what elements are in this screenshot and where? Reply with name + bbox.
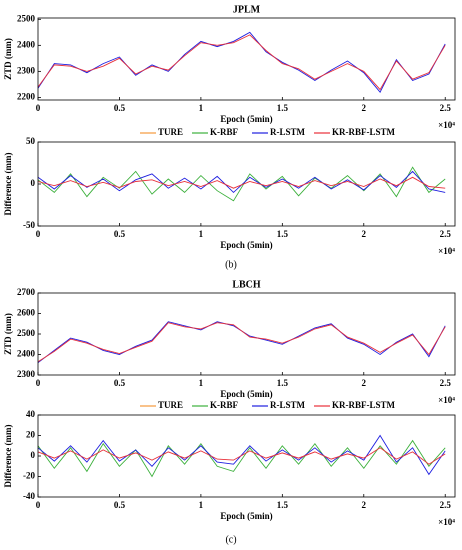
y-tick-label: 2500 xyxy=(17,328,36,338)
y-axis-label: ZTD (mm) xyxy=(3,38,13,80)
x-tick-label: 1 xyxy=(199,229,204,239)
x-tick-label: 1.5 xyxy=(277,378,289,388)
x-tick-label: 0.5 xyxy=(114,229,126,239)
x-tick-label: 0.5 xyxy=(114,500,126,510)
x-tick-label: 1.5 xyxy=(277,229,289,239)
x-tick-label: 2 xyxy=(362,103,367,113)
y-tick-label: 40 xyxy=(26,409,36,419)
y-tick-label: -50 xyxy=(23,220,35,230)
y-axis-label: ZTD (mm) xyxy=(3,313,13,355)
series-line xyxy=(37,447,446,465)
x-tick-label: 2 xyxy=(362,378,367,388)
series-line xyxy=(37,322,446,363)
x-tick-label: 0 xyxy=(36,103,41,113)
x-multiplier: ×10⁴ xyxy=(438,395,455,405)
x-tick-label: 2 xyxy=(362,500,367,510)
y-tick-label: 2400 xyxy=(17,349,36,359)
y-tick-label: 2600 xyxy=(17,308,36,318)
x-axis-label: Epoch (5min) xyxy=(220,240,272,250)
legend-label: TURE xyxy=(158,400,183,410)
chart-title: JPLM xyxy=(233,4,261,15)
axes-frame xyxy=(37,17,456,101)
x-tick-label: 2 xyxy=(362,229,367,239)
x-tick-label: 1.5 xyxy=(277,103,289,113)
y-tick-label: 2700 xyxy=(17,287,36,297)
x-tick-label: 1.5 xyxy=(277,500,289,510)
series-line xyxy=(37,34,446,91)
y-tick-label: 0 xyxy=(31,178,36,188)
x-multiplier: ×10⁴ xyxy=(438,120,455,130)
x-tick-label: 2.5 xyxy=(440,103,452,113)
caption: (b) xyxy=(225,259,237,270)
y-tick-label: 0 xyxy=(31,450,36,460)
y-tick-label: -20 xyxy=(23,471,35,481)
legend-label: KR-RBF-LSTM xyxy=(332,127,396,137)
x-tick-label: 0.5 xyxy=(114,378,126,388)
legend-label: K-RBF xyxy=(210,127,239,137)
y-tick-label: 2500 xyxy=(17,13,36,23)
legend-label: R-LSTM xyxy=(270,127,306,137)
x-tick-label: 2.5 xyxy=(440,378,452,388)
legend-label: TURE xyxy=(158,127,183,137)
x-axis-label: Epoch (5min) xyxy=(220,511,272,521)
series-line xyxy=(37,31,446,94)
series-line xyxy=(37,176,446,189)
x-tick-label: 0 xyxy=(36,378,41,388)
caption: (c) xyxy=(225,534,236,545)
x-tick-label: 2.5 xyxy=(440,500,452,510)
x-tick-label: 2.5 xyxy=(440,229,452,239)
legend-label: R-LSTM xyxy=(270,400,306,410)
x-tick-label: 0 xyxy=(36,500,41,510)
y-tick-label: 2200 xyxy=(17,91,36,101)
y-tick-label: 50 xyxy=(26,136,36,146)
y-tick-label: 2400 xyxy=(17,39,36,49)
chart-title: LBCH xyxy=(232,279,261,290)
x-tick-label: 1 xyxy=(199,378,204,388)
plot-area xyxy=(38,415,455,497)
x-multiplier: ×10⁴ xyxy=(438,517,455,527)
legend-label: KR-RBF-LSTM xyxy=(332,400,396,410)
legend-label: K-RBF xyxy=(210,400,239,410)
x-tick-label: 1 xyxy=(199,500,204,510)
x-axis-label: Epoch (5min) xyxy=(220,114,272,124)
x-axis-label: Epoch (5min) xyxy=(220,389,272,399)
y-axis-label: Difference (mm) xyxy=(3,152,13,215)
series-line xyxy=(37,166,446,202)
y-tick-label: 2300 xyxy=(17,65,36,75)
x-tick-label: 0.5 xyxy=(114,103,126,113)
x-multiplier: ×10⁴ xyxy=(438,246,455,256)
y-tick-label: 20 xyxy=(26,430,36,440)
y-tick-label: -40 xyxy=(23,491,35,501)
y-tick-label: 2300 xyxy=(17,369,36,379)
x-tick-label: 1 xyxy=(199,103,204,113)
plot-area xyxy=(38,18,455,100)
y-axis-label: Difference (mm) xyxy=(3,424,13,487)
x-tick-label: 0 xyxy=(36,229,41,239)
